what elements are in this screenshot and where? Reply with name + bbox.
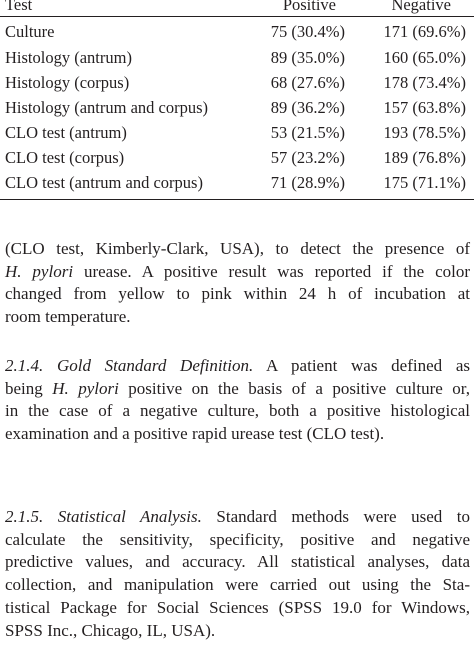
section-gold-standard: 2.1.4. Gold Standard Definition. A patie… [5,355,470,446]
row-positive: 89 (35.0%) [270,48,345,67]
table-row: CLO test (corpus) 57 (23.2%) 189 (76.8%) [0,147,474,169]
row-positive: 57 (23.2%) [270,148,345,167]
section-heading-number: 2.1.4. [5,356,44,375]
row-positive: 71 (28.9%) [270,173,345,192]
text-line: 2.1.5. Statistical Analysis. Standard me… [5,506,470,529]
text-line: (CLO test, Kimberly-Clark, USA), to dete… [5,239,470,258]
species-name: H. pylori [5,261,74,281]
header-positive: Positive [282,0,336,14]
row-negative: 175 (71.1%) [383,173,466,192]
text-line: changed from yellow to pink within 24 h … [5,284,470,304]
table-header-row: Test Positive Negative [0,0,474,16]
row-negative: 178 (73.4%) [383,73,466,92]
row-positive: 68 (27.6%) [270,73,345,92]
table-row: CLO test (antrum) 53 (21.5%) 193 (78.5%) [0,122,474,144]
row-test: CLO test (antrum and corpus) [5,173,203,192]
text-line: tistical Package for Social Sciences (SP… [5,597,470,617]
header-negative: Negative [391,0,451,14]
table-row: Histology (antrum and corpus) 89 (36.2%)… [0,97,474,119]
row-negative: 160 (65.0%) [383,48,466,67]
row-negative: 193 (78.5%) [383,123,466,142]
text-line: in the case of a negative culture, both … [5,401,470,421]
section-heading-title: Statistical Analysis. [57,507,202,526]
text-line: predictive values, and accuracy. All sta… [5,552,470,572]
row-test: CLO test (corpus) [5,148,125,167]
text-line: room temperature. [5,307,131,327]
text-fragment: A patient was defined as [253,356,470,375]
row-test: Histology (antrum and corpus) [5,98,209,117]
table-row: Histology (antrum) 89 (35.0%) 160 (65.0%… [0,47,474,69]
row-negative: 171 (69.6%) [383,22,466,41]
text-fragment: urease. A positive result was reported i… [73,261,470,281]
section-heading-number: 2.1.5. [5,507,44,526]
table-bottom-rule [0,199,474,200]
species-name: H. pylori [52,378,119,398]
text-fragment: positive on the basis of a positive cult… [118,378,470,398]
text-fragment: Standard methods were used to [201,507,471,526]
row-negative: 189 (76.8%) [383,148,466,167]
text-line: H. pylori urease. A positive result was … [5,261,470,284]
text-line: examination and a positive rapid urease … [5,424,385,444]
row-test: Culture [5,22,55,41]
row-positive: 89 (36.2%) [270,98,345,117]
text-line: calculate the sensitivity, specificity, … [5,529,470,549]
row-test: Histology (corpus) [5,73,130,92]
text-line: 2.1.4. Gold Standard Definition. A patie… [5,355,470,378]
row-test: CLO test (antrum) [5,123,127,142]
row-positive: 75 (30.4%) [270,22,345,41]
text-line: SPSS Inc., Chicago, IL, USA). [5,620,216,640]
header-rule [0,16,474,17]
row-negative: 157 (63.8%) [383,98,466,117]
text-fragment: being [5,378,53,398]
text-line: being H. pylori positive on the basis of… [5,378,470,401]
paragraph-clo-test: (CLO test, Kimberly-Clark, USA), to dete… [5,238,470,329]
section-statistical-analysis: 2.1.5. Statistical Analysis. Standard me… [5,506,470,642]
row-test: Histology (antrum) [5,48,132,67]
table-row: Culture 75 (30.4%) 171 (69.6%) [0,21,474,43]
section-heading-title: Gold Standard Definition. [56,356,254,375]
text-line: collection, and manipulation were carrie… [5,575,470,595]
table-row: CLO test (antrum and corpus) 71 (28.9%) … [0,172,474,194]
header-test: Test [5,0,33,14]
row-positive: 53 (21.5%) [270,123,345,142]
table-row: Histology (corpus) 68 (27.6%) 178 (73.4%… [0,72,474,94]
